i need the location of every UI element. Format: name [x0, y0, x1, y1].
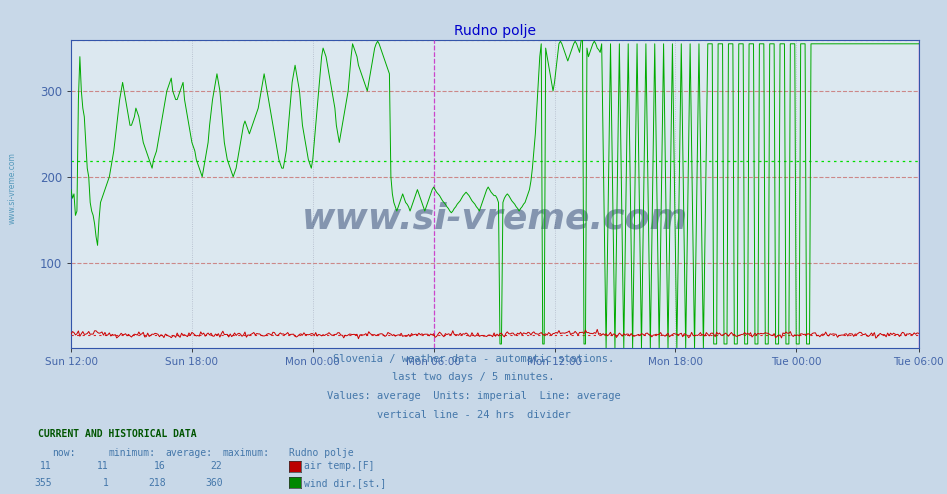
- Text: 355: 355: [34, 478, 52, 488]
- Text: air temp.[F]: air temp.[F]: [304, 461, 374, 471]
- Text: Rudno polje: Rudno polje: [289, 448, 353, 458]
- Text: 16: 16: [154, 461, 166, 471]
- Text: 218: 218: [148, 478, 166, 488]
- Text: www.si-vreme.com: www.si-vreme.com: [302, 202, 688, 236]
- Text: vertical line - 24 hrs  divider: vertical line - 24 hrs divider: [377, 410, 570, 420]
- Text: 360: 360: [205, 478, 223, 488]
- Text: 11: 11: [98, 461, 109, 471]
- Text: last two days / 5 minutes.: last two days / 5 minutes.: [392, 372, 555, 382]
- Text: wind dir.[st.]: wind dir.[st.]: [304, 478, 386, 488]
- Text: Slovenia / weather data - automatic stations.: Slovenia / weather data - automatic stat…: [333, 354, 614, 364]
- Text: now:: now:: [52, 448, 76, 458]
- Title: Rudno polje: Rudno polje: [454, 24, 536, 39]
- Text: 1: 1: [103, 478, 109, 488]
- Text: 11: 11: [41, 461, 52, 471]
- Text: Values: average  Units: imperial  Line: average: Values: average Units: imperial Line: av…: [327, 391, 620, 401]
- Text: 22: 22: [211, 461, 223, 471]
- Text: maximum:: maximum:: [223, 448, 270, 458]
- Text: CURRENT AND HISTORICAL DATA: CURRENT AND HISTORICAL DATA: [38, 429, 197, 439]
- Text: minimum:: minimum:: [109, 448, 156, 458]
- Text: www.si-vreme.com: www.si-vreme.com: [8, 152, 17, 224]
- Text: average:: average:: [166, 448, 213, 458]
